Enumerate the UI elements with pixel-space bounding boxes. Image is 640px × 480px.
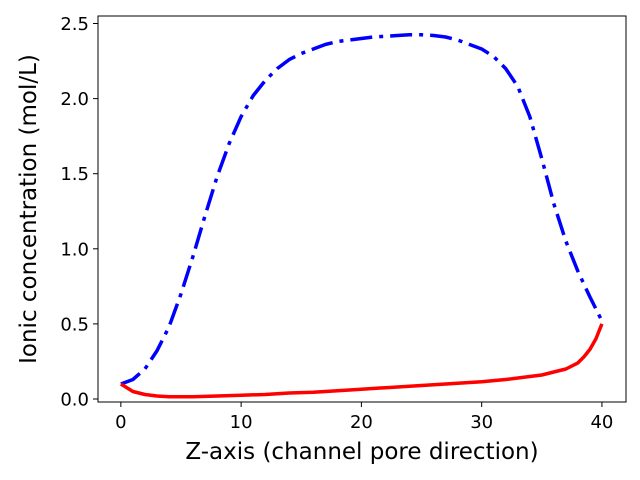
series-line-2	[119, 323, 604, 399]
y-tick-label: 2.0	[60, 89, 89, 110]
y-tick-label: 1.0	[60, 239, 89, 260]
y-tick-label: 0.0	[60, 389, 89, 410]
y-tick-label: 0.5	[60, 314, 89, 335]
x-tick-label: 20	[350, 412, 373, 433]
x-tick-label: 40	[590, 412, 613, 433]
y-axis-ticks: 0.0 0.5 1.0 1.5 2.0 2.5	[60, 14, 98, 410]
x-tick-label: 10	[230, 412, 253, 433]
series-line-1	[120, 33, 604, 386]
plot-frame	[97, 15, 627, 403]
y-tick-label: 2.5	[60, 14, 89, 35]
y-axis-label: Ionic concentration (mol/L)	[16, 54, 42, 364]
x-axis-label: Z-axis (channel pore direction)	[185, 439, 538, 465]
x-axis-ticks: 0 10 20 30 40	[115, 402, 613, 433]
x-tick-label: 0	[115, 412, 126, 433]
x-tick-label: 30	[470, 412, 493, 433]
series-layer	[119, 33, 604, 399]
y-tick-label: 1.5	[60, 164, 89, 185]
